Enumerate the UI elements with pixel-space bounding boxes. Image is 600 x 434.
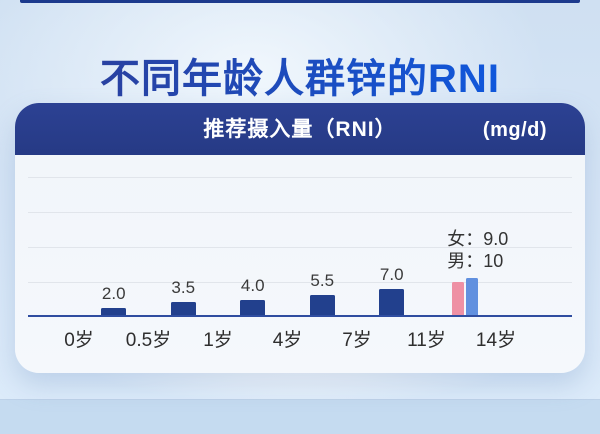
rni-bar xyxy=(170,302,196,315)
gridline xyxy=(28,177,572,178)
x-tick-label: 1岁 xyxy=(203,330,233,351)
x-tick-label: 7岁 xyxy=(342,330,372,351)
gridline xyxy=(28,282,572,283)
rni-bar xyxy=(240,300,266,315)
bar-value-label: 3.5 xyxy=(171,278,196,298)
header-title: 推荐摄入量（RNI） xyxy=(203,118,397,141)
x-tick-label: 0岁 xyxy=(64,330,94,351)
bar-value-label: 5.5 xyxy=(310,270,335,290)
x-tick-label: 0.5岁 xyxy=(125,330,172,351)
x-tick-label: 11岁 xyxy=(407,330,446,351)
x-tick-label: 4岁 xyxy=(272,330,303,351)
top-divider xyxy=(20,0,580,3)
unit-label: (mg/d) xyxy=(482,119,547,141)
gridline xyxy=(28,247,572,248)
annotation-line: 男：10 xyxy=(447,251,504,271)
x-tick-label: 14岁 xyxy=(475,330,517,351)
rni-bar xyxy=(379,289,405,315)
chart-card: 推荐摄入量（RNI） (mg/d) 0岁 0.5岁 1岁 4岁 7岁 11岁 14岁 2.0 3… xyxy=(15,103,585,373)
pair-annotation: 女：9.0 男：10 xyxy=(447,228,508,272)
x-axis-line xyxy=(28,315,572,317)
bar-value-label: 2.0 xyxy=(101,283,126,303)
bar-value-label: 4.0 xyxy=(240,276,265,296)
bar-value-label: 7.0 xyxy=(379,265,404,285)
rni-bar xyxy=(309,294,335,315)
bottom-section xyxy=(0,400,600,434)
gridline xyxy=(28,212,572,213)
rni-bar xyxy=(101,307,127,315)
female-bar xyxy=(452,281,465,315)
male-bar xyxy=(466,278,479,315)
bar-chart: 0岁 0.5岁 1岁 4岁 7岁 11岁 14岁 2.0 3.5 4.0 5.5 7.0 女：9.0 男：… xyxy=(28,155,572,373)
annotation-line: 女：9.0 xyxy=(447,229,509,249)
chart-card-header: 推荐摄入量（RNI） (mg/d) xyxy=(15,103,585,155)
page-title: 不同年龄人群锌的RNI xyxy=(0,53,600,105)
